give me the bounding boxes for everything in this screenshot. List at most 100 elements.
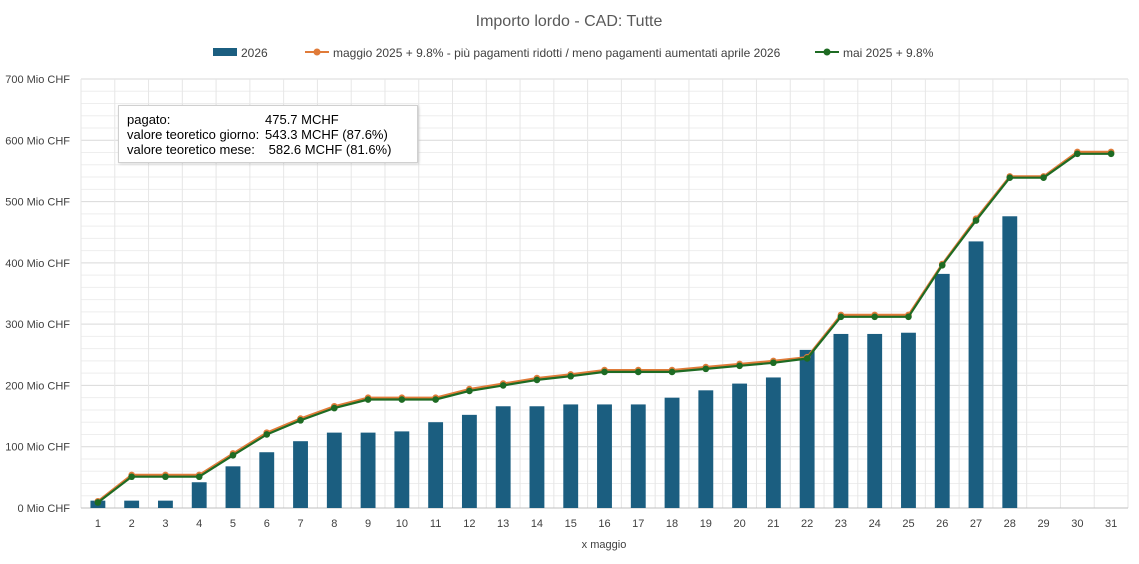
series-point-2 bbox=[297, 417, 304, 424]
annotation-row-theoretical-day: valore teoretico giorno: 543.3 MCHF (87.6… bbox=[127, 127, 417, 142]
bar bbox=[529, 406, 545, 508]
x-tick-label: 12 bbox=[463, 518, 475, 530]
annotation-label: valore teoretico giorno: bbox=[127, 127, 260, 142]
series-point-2 bbox=[905, 313, 912, 321]
series-point-2 bbox=[94, 499, 102, 506]
series-point-2 bbox=[1006, 174, 1014, 181]
bar bbox=[259, 452, 275, 508]
series-point-2 bbox=[634, 368, 642, 376]
x-tick-label: 11 bbox=[430, 518, 441, 530]
series-point-2 bbox=[162, 473, 169, 481]
series-point-2 bbox=[466, 387, 473, 395]
x-tick-label: 5 bbox=[230, 518, 236, 530]
bar bbox=[597, 404, 612, 508]
y-tick-label: 300 Mio CHF bbox=[5, 319, 70, 331]
series-point-2 bbox=[702, 365, 710, 373]
annotation-label: pagato: bbox=[127, 112, 171, 127]
y-tick-label: 700 Mio CHF bbox=[5, 74, 70, 86]
series-point-2 bbox=[331, 404, 338, 412]
series-point-2 bbox=[128, 473, 135, 481]
series-point-2 bbox=[668, 368, 676, 376]
series-point-2 bbox=[567, 372, 575, 380]
x-tick-label: 8 bbox=[331, 518, 337, 530]
gridlines bbox=[80, 78, 1129, 509]
bar bbox=[158, 500, 173, 508]
x-tick-label: 29 bbox=[1037, 518, 1049, 530]
annotation-row-paid: pagato: 475.7 MCHF bbox=[127, 112, 417, 127]
annotation-value: 582.6 MCHF (81.6%) bbox=[265, 142, 392, 157]
series-point-2 bbox=[499, 382, 507, 389]
legend-marker-mai bbox=[823, 48, 831, 56]
y-tick-label: 0 Mio CHF bbox=[17, 503, 70, 515]
series-point-2 bbox=[195, 473, 203, 481]
y-tick-label: 500 Mio CHF bbox=[5, 197, 70, 209]
bar bbox=[326, 432, 342, 508]
x-tick-label: 28 bbox=[1004, 518, 1016, 530]
legend-label-maggio: maggio 2025 + 9.8% - più pagamenti ridot… bbox=[333, 46, 781, 60]
y-tick-label: 400 Mio CHF bbox=[5, 258, 70, 270]
x-tick-label: 13 bbox=[497, 518, 509, 530]
series-point-2 bbox=[803, 355, 811, 362]
bar bbox=[495, 406, 511, 508]
x-tick-label: 1 bbox=[95, 518, 101, 530]
series-point-2 bbox=[364, 396, 372, 403]
bar bbox=[225, 466, 241, 508]
y-tick-label: 600 Mio CHF bbox=[5, 135, 70, 147]
annotation-label: valore teoretico mese: bbox=[127, 142, 255, 157]
x-tick-label: 24 bbox=[869, 518, 881, 530]
chart-title: Importo lordo - CAD: Tutte bbox=[476, 13, 663, 30]
x-tick-label: 9 bbox=[365, 518, 371, 530]
bar bbox=[698, 390, 714, 508]
series-point-2 bbox=[736, 362, 743, 370]
series-point-2 bbox=[1107, 150, 1115, 158]
bars-2026 bbox=[90, 216, 1018, 508]
x-tick-label: 3 bbox=[162, 518, 168, 530]
y-tick-label: 200 Mio CHF bbox=[5, 380, 70, 392]
x-tick-label: 17 bbox=[632, 518, 644, 530]
x-axis-ticks: 1 2 3 4 5 6 7 8 9 10 11 12 13 14 15 16 17 18 19 20 21 22 23 24 2… bbox=[95, 518, 1117, 530]
bar bbox=[934, 273, 950, 508]
series-point-2 bbox=[938, 262, 946, 269]
bar bbox=[360, 432, 376, 508]
x-tick-label: 18 bbox=[666, 518, 678, 530]
x-tick-label: 21 bbox=[767, 518, 779, 530]
x-tick-label: 20 bbox=[733, 518, 745, 530]
series-point-2 bbox=[972, 217, 980, 224]
series-point-2 bbox=[398, 396, 406, 403]
legend-marker-maggio bbox=[313, 48, 321, 56]
x-tick-label: 22 bbox=[801, 518, 813, 530]
series-lines bbox=[94, 148, 1115, 506]
x-tick-label: 16 bbox=[598, 518, 610, 530]
series-point-2 bbox=[432, 396, 439, 403]
series-point-2 bbox=[871, 313, 878, 321]
bar bbox=[867, 333, 883, 508]
series-point-2 bbox=[1040, 174, 1047, 181]
bar bbox=[394, 431, 410, 508]
series-point-2 bbox=[533, 376, 541, 384]
series-point-2 bbox=[1074, 150, 1081, 158]
bar bbox=[293, 441, 308, 508]
bar bbox=[664, 397, 680, 508]
annotation-box: pagato: 475.7 MCHF valore teoretico giorn… bbox=[118, 105, 418, 163]
series-point-2 bbox=[770, 359, 777, 367]
bar bbox=[765, 377, 781, 508]
legend: 2026 maggio 2025 + 9.8% - più pagamenti … bbox=[213, 46, 934, 60]
legend-swatch-2026 bbox=[213, 48, 237, 56]
x-tick-label: 2 bbox=[129, 518, 135, 530]
legend-label-2026: 2026 bbox=[241, 46, 268, 60]
x-tick-label: 7 bbox=[297, 518, 303, 530]
annotation-value: 543.3 MCHF (87.6%) bbox=[265, 127, 388, 142]
x-tick-label: 15 bbox=[565, 518, 577, 530]
legend-label-mai: mai 2025 + 9.8% bbox=[843, 46, 934, 60]
series-point-2 bbox=[229, 451, 237, 459]
bar bbox=[124, 500, 140, 508]
x-tick-label: 14 bbox=[531, 518, 543, 530]
series-point-2 bbox=[601, 368, 608, 376]
x-tick-label: 23 bbox=[835, 518, 847, 530]
x-tick-label: 27 bbox=[970, 518, 982, 530]
x-tick-label: 31 bbox=[1105, 518, 1117, 530]
x-tick-label: 19 bbox=[700, 518, 712, 530]
x-tick-label: 6 bbox=[264, 518, 270, 530]
